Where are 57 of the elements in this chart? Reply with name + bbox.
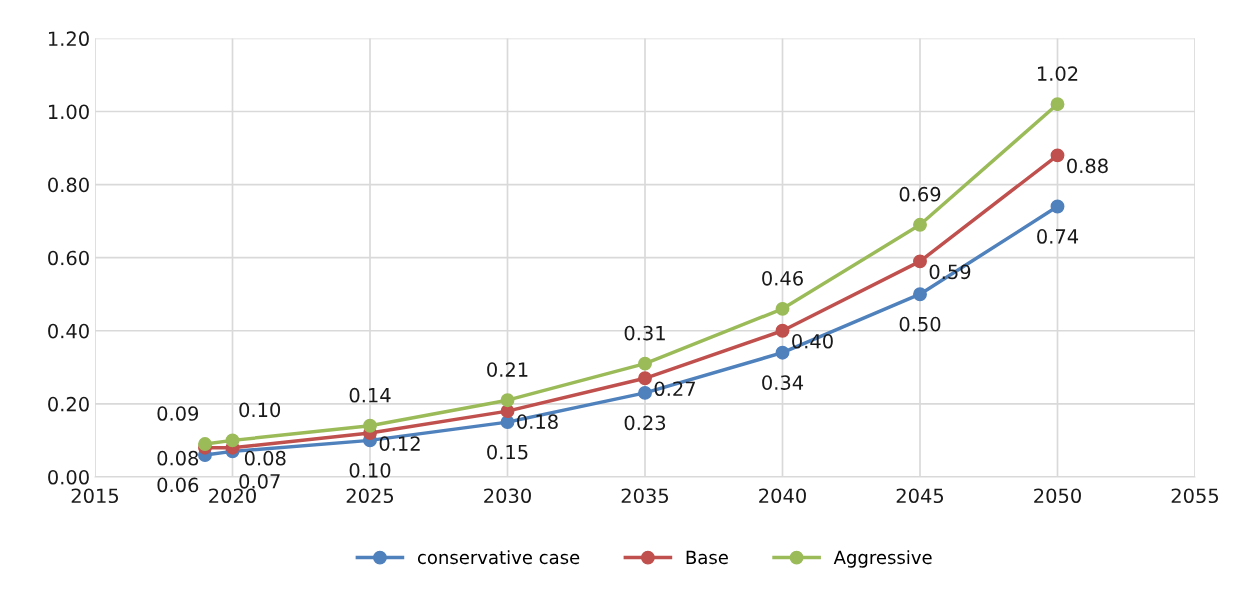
x-tick-label: 2030 [484,488,531,504]
y-tick-label: 0.60 [48,250,89,266]
y-tick-label: 0.40 [48,323,89,339]
data-label: 0.34 [762,375,804,390]
data-label: 1.02 [1037,66,1078,81]
data-label: 0.07 [239,473,280,489]
data-label: 0.08 [244,450,286,466]
point [198,437,212,451]
point [638,385,652,400]
x-tick-label: 2040 [759,488,806,504]
point [1050,199,1065,214]
x-tick-label: 2035 [621,488,669,504]
legend-label: conservative case [417,550,580,565]
point [913,287,927,302]
point [913,217,927,232]
legend-label: Base [686,550,728,565]
data-label: 0.18 [517,414,558,429]
data-label: 0.15 [487,444,528,460]
point [363,418,377,433]
x-tick-label: 2045 [896,488,944,504]
y-tick-label: 1.20 [48,31,89,47]
data-label: 0.06 [157,477,199,493]
point [775,323,790,338]
data-label: 0.09 [157,406,199,421]
point [1050,148,1065,163]
y-tick-label: 0.00 [48,469,89,485]
x-tick-label: 2055 [1171,488,1219,504]
data-label: 0.10 [239,402,281,418]
point [775,301,790,316]
y-tick-label: 1.00 [48,104,89,120]
x-tick-label: 2015 [71,488,119,504]
point [913,254,927,269]
data-label: 0.50 [899,316,941,332]
data-label: 0.08 [157,450,199,466]
data-label: 0.31 [624,325,665,341]
point [775,345,790,360]
data-label: 0.88 [1067,158,1108,174]
point [225,433,240,448]
y-tick-label: 0.80 [48,177,89,193]
data-label: 0.23 [624,415,666,431]
y-tick-label: 0.20 [48,396,89,412]
x-tick-label: 2020 [209,488,256,504]
data-label: 0.14 [349,387,391,403]
data-label: 0.21 [487,362,528,377]
point [1050,97,1065,112]
x-tick-label: 2025 [346,488,394,504]
point [638,356,652,371]
x-tick-label: 2050 [1034,488,1081,504]
data-label: 0.12 [379,436,420,451]
data-label: 0.46 [762,270,803,286]
data-label: 0.74 [1037,229,1079,244]
legend-label: Aggressive [833,550,932,568]
point [500,393,515,408]
data-label: 0.27 [654,381,695,397]
data-label: 0.69 [899,186,941,202]
point [638,371,652,386]
data-label: 0.10 [349,462,391,478]
